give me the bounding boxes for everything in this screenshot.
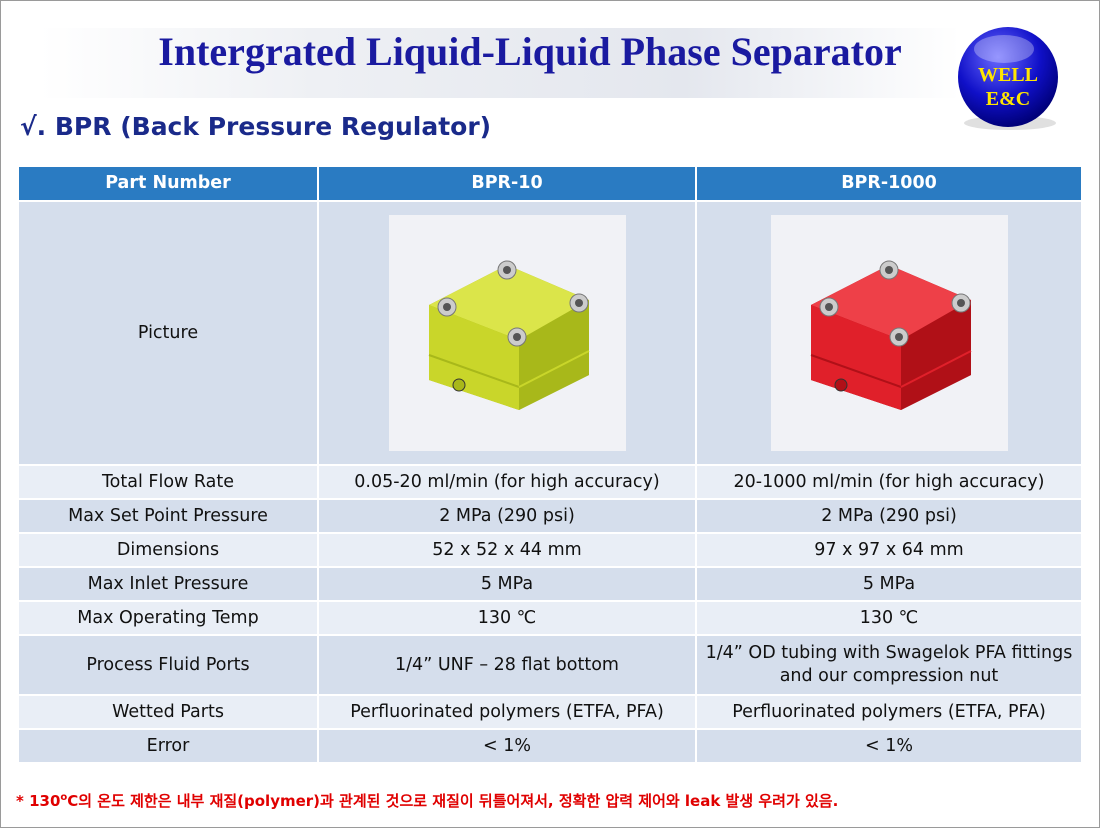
value-cell: 1/4” OD tubing with Swagelok PFA fitting… bbox=[695, 634, 1083, 696]
product-photo bbox=[770, 215, 1008, 451]
header-cell: Part Number bbox=[17, 165, 319, 202]
header-cell: BPR-1000 bbox=[695, 165, 1083, 202]
footnote: * 130oC의 온도 제한은 내부 재질(polymer)과 관계된 것으로 … bbox=[16, 790, 838, 811]
picture-cell bbox=[317, 200, 697, 466]
row-label: Wetted Parts bbox=[17, 694, 319, 730]
row-label: Picture bbox=[17, 200, 319, 466]
value-cell: 52 x 52 x 44 mm bbox=[317, 532, 697, 568]
row-label: Max Inlet Pressure bbox=[17, 566, 319, 602]
value-cell: 0.05-20 ml/min (for high accuracy) bbox=[317, 464, 697, 500]
value-cell: 5 MPa bbox=[695, 566, 1083, 602]
logo: WELL E&C bbox=[958, 27, 1058, 130]
value-cell: 20-1000 ml/min (for high accuracy) bbox=[695, 464, 1083, 500]
value-cell: 130 ℃ bbox=[317, 600, 697, 636]
footnote-superscript: o bbox=[60, 792, 68, 803]
row-label: Process Fluid Ports bbox=[17, 634, 319, 696]
footnote-text: C의 온도 제한은 내부 재질(polymer)과 관계된 것으로 재질이 뒤틀… bbox=[67, 792, 839, 810]
value-cell: Perfluorinated polymers (ETFA, PFA) bbox=[695, 694, 1083, 730]
logo-text: E&C bbox=[986, 88, 1030, 110]
subtitle: √. BPR (Back Pressure Regulator) bbox=[20, 112, 492, 141]
value-cell: Perfluorinated polymers (ETFA, PFA) bbox=[317, 694, 697, 730]
value-cell: 2 MPa (290 psi) bbox=[317, 498, 697, 534]
spec-row: Total Flow Rate 0.05-20 ml/min (for high … bbox=[17, 464, 1083, 500]
spec-table: Part Number BPR-10 BPR-1000 Picture Total F… bbox=[17, 165, 1083, 764]
picture-cell bbox=[695, 200, 1083, 466]
value-cell: 1/4” UNF – 28 flat bottom bbox=[317, 634, 697, 696]
footnote-text: * 130 bbox=[16, 792, 61, 810]
header-row: Part Number BPR-10 BPR-1000 bbox=[17, 165, 1083, 202]
spec-row: Process Fluid Ports 1/4” UNF – 28 flat bo… bbox=[17, 634, 1083, 696]
spec-row: Error < 1% < 1% bbox=[17, 728, 1083, 764]
value-cell: < 1% bbox=[317, 728, 697, 764]
value-cell: 5 MPa bbox=[317, 566, 697, 602]
logo-text: WELL bbox=[978, 64, 1038, 86]
product-photo bbox=[388, 215, 626, 451]
spec-row: Max Inlet Pressure 5 MPa 5 MPa bbox=[17, 566, 1083, 602]
value-cell: 2 MPa (290 psi) bbox=[695, 498, 1083, 534]
spec-row: Wetted Parts Perfluorinated polymers (ETF… bbox=[17, 694, 1083, 730]
value-cell: 97 x 97 x 64 mm bbox=[695, 532, 1083, 568]
header-cell: BPR-10 bbox=[317, 165, 697, 202]
row-label: Total Flow Rate bbox=[17, 464, 319, 500]
row-label: Dimensions bbox=[17, 532, 319, 568]
title: Intergrated Liquid-Liquid Phase Separato… bbox=[158, 29, 902, 74]
spec-row: Max Set Point Pressure 2 MPa (290 psi) 2 M… bbox=[17, 498, 1083, 534]
value-cell: < 1% bbox=[695, 728, 1083, 764]
row-label: Max Operating Temp bbox=[17, 600, 319, 636]
picture-row: Picture bbox=[17, 200, 1083, 466]
row-label: Error bbox=[17, 728, 319, 764]
spec-row: Dimensions 52 x 52 x 44 mm 97 x 97 x 64 mm bbox=[17, 532, 1083, 568]
spec-row: Max Operating Temp 130 ℃ 130 ℃ bbox=[17, 600, 1083, 636]
title-band bbox=[40, 28, 960, 98]
row-label: Max Set Point Pressure bbox=[17, 498, 319, 534]
value-cell: 130 ℃ bbox=[695, 600, 1083, 636]
